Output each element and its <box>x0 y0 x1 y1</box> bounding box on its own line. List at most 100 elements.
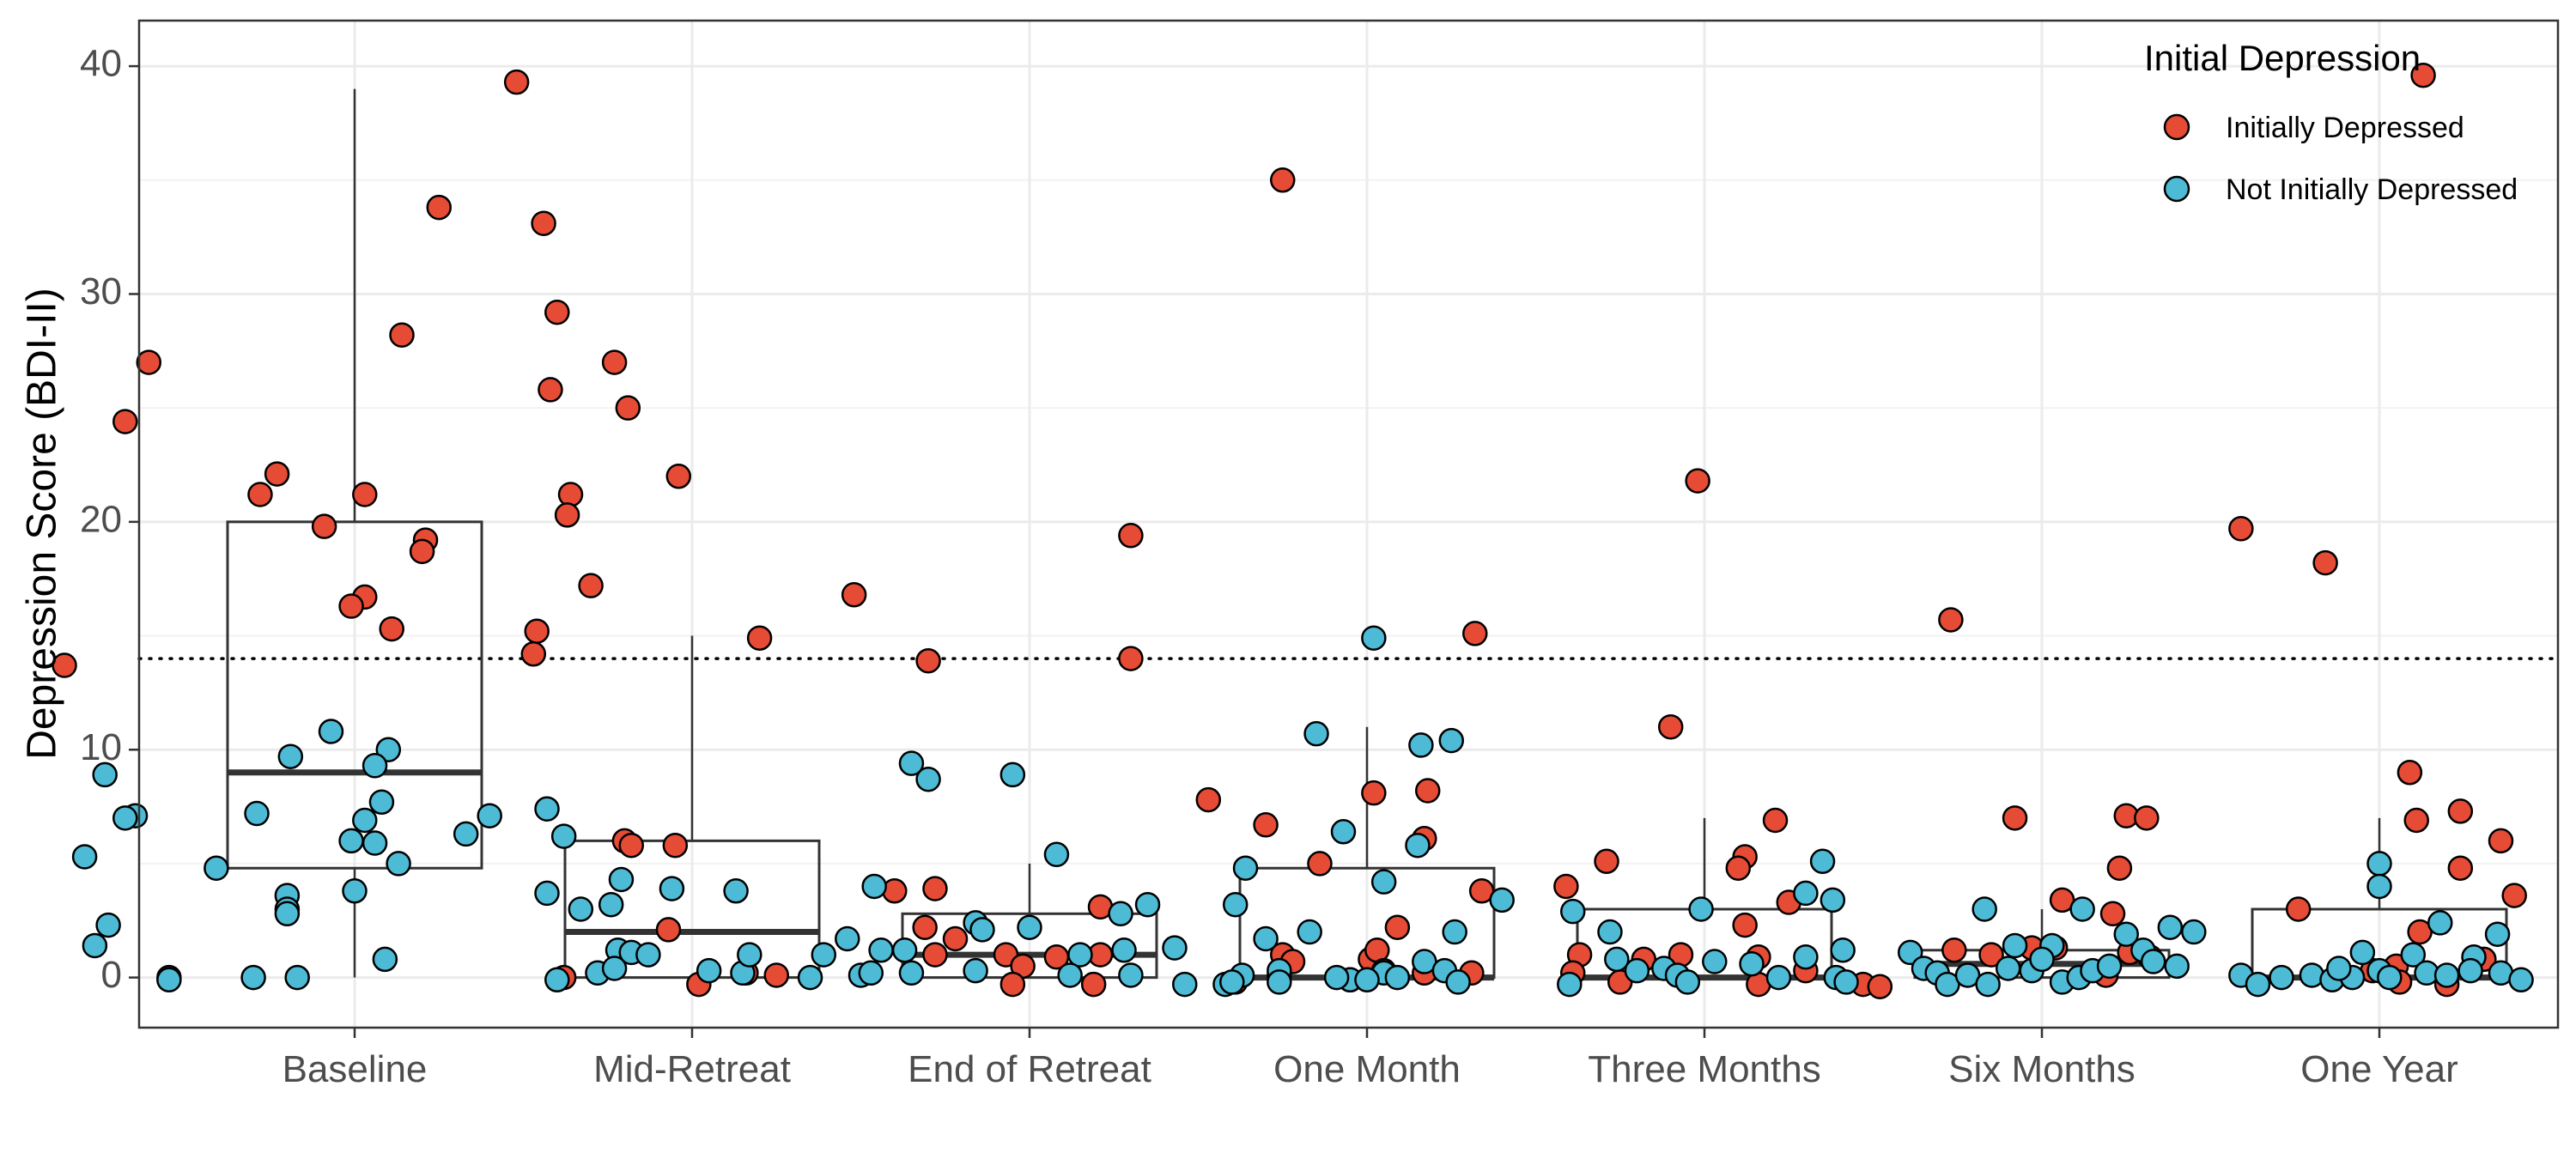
data-point <box>318 719 344 744</box>
data-point <box>1108 901 1133 927</box>
y-tick-label: 40 <box>80 43 122 85</box>
y-axis-title: Depression Score (BDI-II) <box>20 288 65 760</box>
data-point <box>608 866 635 893</box>
data-point <box>1297 919 1322 945</box>
data-point <box>71 844 98 870</box>
data-point <box>1307 851 1333 877</box>
data-point <box>1971 896 1997 922</box>
data-point <box>2181 919 2207 945</box>
data-point <box>1361 780 1387 806</box>
data-point <box>1080 971 1107 998</box>
data-point <box>1134 891 1161 918</box>
data-point <box>2427 910 2453 936</box>
y-axis: 0 10 20 30 40 <box>80 43 139 996</box>
legend-label-not-initially-depressed: Not Initially Depressed <box>2226 173 2518 206</box>
data-point <box>1557 971 1583 998</box>
data-point <box>2377 964 2403 991</box>
data-point <box>1118 523 1144 549</box>
data-point <box>92 762 118 788</box>
data-point <box>1438 727 1464 754</box>
data-point <box>1897 939 1923 966</box>
data-point <box>1118 646 1144 671</box>
series-not-initially-depressed <box>71 625 2534 998</box>
data-point <box>1739 950 1765 977</box>
data-points <box>52 62 2534 999</box>
data-point <box>2447 855 2474 881</box>
data-point <box>1553 873 1579 900</box>
data-point <box>240 964 266 991</box>
x-tick-label: Three Months <box>1588 1048 1820 1090</box>
data-point <box>1253 812 1279 838</box>
data-point <box>1820 887 1846 913</box>
data-point <box>1462 621 1488 646</box>
legend-title: Initial Depression <box>2144 38 2421 78</box>
data-point <box>338 828 364 854</box>
data-point <box>1354 967 1380 993</box>
data-point <box>963 957 988 984</box>
data-point <box>1688 896 1714 922</box>
data-point <box>659 876 685 901</box>
data-point <box>2447 798 2474 824</box>
data-point <box>696 957 722 984</box>
x-tick-label: One Month <box>1273 1048 1461 1090</box>
data-point <box>368 789 395 816</box>
data-point <box>1442 919 1467 945</box>
data-point <box>544 299 570 325</box>
y-tick-label: 10 <box>80 726 122 768</box>
data-point <box>999 762 1026 788</box>
data-point <box>746 625 773 651</box>
data-point <box>352 807 378 834</box>
data-point <box>1978 942 2004 968</box>
data-point <box>1559 898 1586 925</box>
data-point <box>2002 805 2028 831</box>
data-point <box>1489 887 1515 913</box>
data-point <box>2403 807 2429 834</box>
box-iqr <box>226 520 483 870</box>
x-tick-label: One Year <box>2300 1048 2458 1090</box>
data-point <box>2410 62 2436 88</box>
legend: Initial Depression Initially Depressed N… <box>2144 38 2518 206</box>
y-tick-label: 0 <box>101 954 122 996</box>
data-point <box>969 917 995 943</box>
data-point <box>2157 914 2184 940</box>
data-point <box>2366 873 2392 900</box>
data-point <box>311 513 337 539</box>
data-point <box>389 322 415 348</box>
data-point <box>1057 962 1083 988</box>
data-point <box>1938 607 1964 633</box>
data-point <box>2400 942 2427 968</box>
data-point <box>375 737 402 762</box>
data-point <box>601 956 628 981</box>
data-point <box>284 964 310 991</box>
data-point <box>999 971 1026 998</box>
data-point <box>1330 819 1357 845</box>
data-point <box>915 647 941 674</box>
data-point <box>763 962 789 988</box>
data-point <box>1219 969 1245 995</box>
data-point <box>1408 732 1434 758</box>
x-tick-label: Baseline <box>283 1048 428 1090</box>
data-point <box>477 803 502 828</box>
data-point <box>372 946 398 973</box>
data-point <box>557 482 584 507</box>
data-point <box>2508 967 2534 993</box>
data-point <box>615 395 641 421</box>
data-point <box>2285 896 2312 922</box>
data-point <box>1172 971 1198 998</box>
data-point <box>2245 971 2271 998</box>
data-point <box>723 878 749 904</box>
legend-marker-not-initially-depressed <box>2163 175 2190 203</box>
data-point <box>2326 956 2352 981</box>
data-point <box>1793 880 1819 907</box>
data-point <box>550 823 577 849</box>
x-axis: Baseline Mid-Retreat End of Retreat One Mon… <box>283 1028 2458 1090</box>
data-point <box>601 349 628 375</box>
data-point <box>264 461 290 487</box>
data-point <box>942 925 969 952</box>
data-point <box>2269 964 2294 991</box>
data-point <box>1604 946 1630 973</box>
data-point <box>2164 953 2190 980</box>
data-point <box>1232 855 1259 881</box>
data-point <box>1597 919 1623 945</box>
